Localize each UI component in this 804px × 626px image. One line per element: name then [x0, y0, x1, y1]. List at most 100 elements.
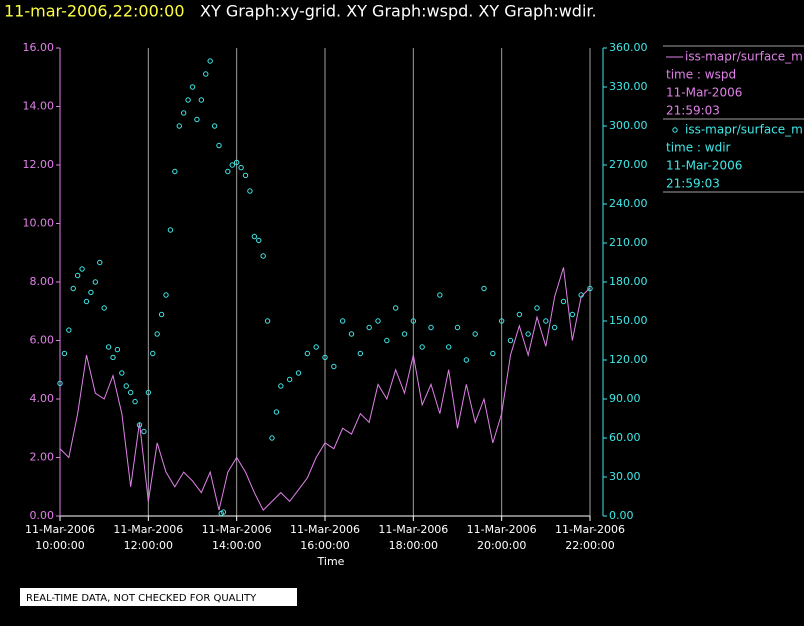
wdir-point [61, 350, 68, 357]
legend-time: 21:59:03 [666, 177, 720, 191]
x-tick-label: 11-Mar-2006 18:00:00 [378, 523, 448, 552]
x-tick-label: 11-Mar-2006 14:00:00 [202, 523, 272, 552]
x-tick-label: 11-Mar-2006 20:00:00 [467, 523, 537, 552]
wdir-point [392, 305, 399, 311]
y-tick-label: 2.00 [30, 451, 55, 464]
wdir-point [348, 331, 355, 337]
wdir-point [66, 327, 72, 333]
wdir-point [498, 318, 505, 324]
wdir-point [472, 331, 478, 337]
legend-date: 11-Mar-2006 [666, 86, 742, 100]
wdir-point [233, 159, 240, 166]
wdir-point [225, 168, 231, 175]
wdir-point [198, 97, 205, 103]
legend-name: iss-mapr/surface_m [685, 123, 803, 137]
wdir-point [97, 259, 103, 266]
chart-subtitle: XY Graph:xy-grid. XY Graph:wspd. XY Grap… [200, 2, 597, 21]
wdir-point [114, 346, 121, 353]
y2-tick-label: 60.00 [609, 431, 641, 444]
wdir-point [92, 279, 99, 285]
wdir-point [132, 398, 138, 405]
legend-name: iss-mapr/surface_m [685, 50, 803, 64]
y2-tick-label: 120.00 [609, 353, 648, 366]
wdir-point [295, 370, 302, 376]
wdir-point [304, 350, 311, 357]
wdir-point [216, 142, 222, 149]
y-tick-label: 12.00 [23, 158, 55, 171]
legend-label: time : wspd [666, 68, 736, 82]
wdir-point [194, 116, 200, 123]
wdir-point [110, 354, 116, 361]
wdir-point [247, 188, 253, 194]
wdir-point [339, 318, 346, 324]
wdir-point [322, 354, 328, 361]
wspd-line [59, 267, 591, 511]
wdir-point [534, 305, 540, 311]
y-tick-label: 14.00 [23, 100, 55, 113]
y-tick-label: 8.00 [30, 275, 55, 288]
wdir-point [70, 285, 76, 292]
wdir-point [211, 123, 218, 129]
wdir-point [269, 435, 275, 441]
y-tick-label: 4.00 [30, 392, 55, 405]
y2-tick-label: 360.00 [609, 41, 648, 54]
wdir-point [185, 97, 191, 103]
wdir-point [150, 350, 156, 357]
wdir-point [172, 168, 178, 175]
wdir-point [587, 285, 593, 292]
wdir-point [543, 318, 549, 324]
wdir-point [251, 233, 258, 240]
wdir-point [101, 305, 107, 311]
y2-tick-label: 210.00 [609, 236, 648, 249]
y-tick-label: 6.00 [30, 334, 55, 347]
wdir-point [454, 324, 461, 331]
wdir-point [167, 227, 174, 233]
wdir-point [238, 164, 244, 171]
wdir-point [313, 344, 319, 350]
wdir-point [145, 389, 152, 396]
wdir-point [229, 162, 235, 168]
wdir-point [136, 422, 143, 428]
wdir-point [437, 292, 443, 298]
wdir-point [286, 376, 293, 383]
wdir-point [551, 324, 558, 331]
wdir-point [401, 331, 408, 337]
wdir-point [445, 344, 452, 350]
x-tick-label: 11-Mar-2006 22:00:00 [555, 523, 625, 552]
wdir-point [207, 58, 213, 64]
wdir-point [578, 292, 584, 298]
note-box [20, 588, 297, 606]
wdir-point [83, 298, 90, 305]
wdir-point [357, 350, 364, 357]
wdir-point [79, 266, 85, 272]
wdir-point [560, 298, 567, 305]
y-tick-label: 0.00 [30, 509, 55, 522]
y-tick-label: 16.00 [23, 41, 55, 54]
wdir-point [123, 383, 129, 389]
wdir-point [273, 409, 280, 415]
wdir-point [158, 311, 165, 318]
legend-swatch [672, 127, 678, 133]
wdir-point [278, 383, 284, 389]
wdir-point [119, 370, 125, 376]
y2-tick-label: 270.00 [609, 158, 648, 171]
y2-tick-label: 240.00 [609, 197, 648, 210]
wdir-point [242, 172, 249, 179]
legend-time: 21:59:03 [666, 104, 720, 118]
y-tick-label: 10.00 [23, 217, 55, 230]
x-axis-label: Time [317, 555, 345, 568]
y2-tick-label: 330.00 [609, 80, 648, 93]
legend-date: 11-Mar-2006 [666, 159, 742, 173]
wdir-point [256, 237, 262, 244]
wdir-point [384, 337, 390, 344]
wdir-point [366, 324, 372, 331]
wdir-point [490, 350, 496, 357]
wdir-point [410, 318, 417, 324]
y2-tick-label: 180.00 [609, 275, 648, 288]
x-tick-label: 11-Mar-2006 16:00:00 [290, 523, 360, 552]
wdir-point [331, 363, 337, 370]
note: REAL-TIME DATA, NOT CHECKED FOR QUALITY [26, 593, 257, 604]
wdir-point [525, 331, 531, 337]
wdir-point [463, 357, 470, 363]
